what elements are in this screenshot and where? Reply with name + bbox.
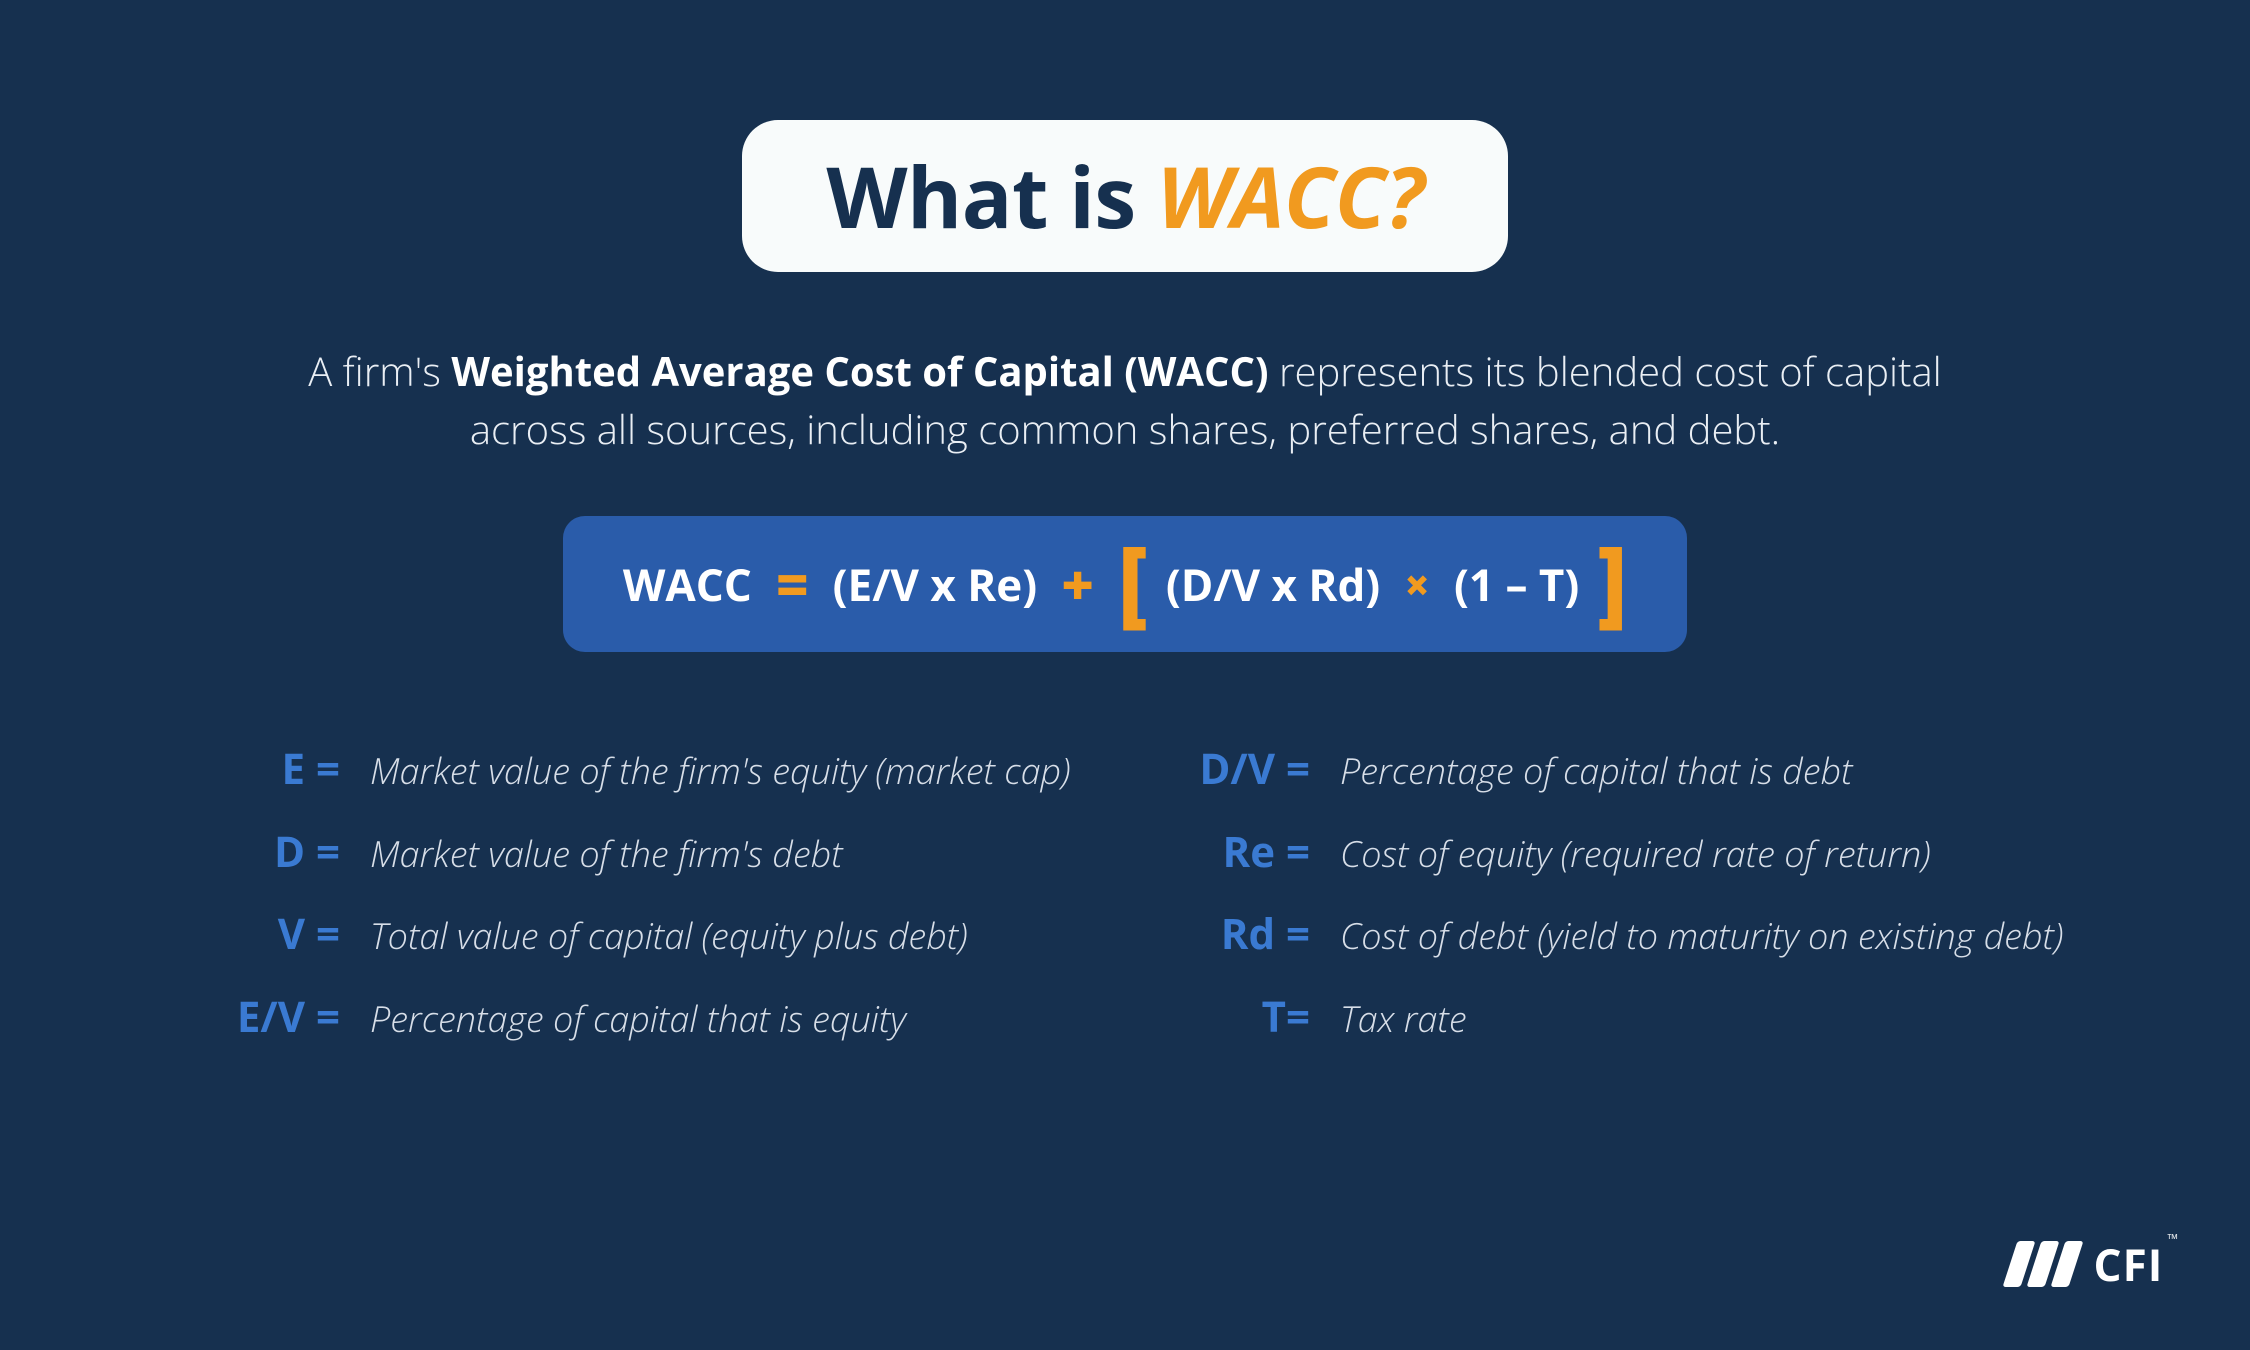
formula-right-bracket-icon: ] [1597,552,1627,607]
legend-symbol: Re = [1140,825,1340,880]
title-pill: What is WACC? [742,120,1507,272]
formula-term3: (1 – T) [1454,554,1579,614]
title-plain: What is [826,138,1157,253]
brand-trademark: ™ [2167,1230,2178,1249]
legend-symbol: E = [170,742,370,797]
legend-row: V = Total value of capital (equity plus … [170,907,1110,962]
formula-term1: (E/V x Re) [833,554,1038,614]
formula-left-bracket-icon: [ [1118,552,1148,607]
brand-stripes-icon [2010,1241,2076,1287]
legend-symbol: D/V = [1140,742,1340,797]
legend-definition: Percentage of capital that is equity [370,990,1110,1044]
description-bold: Weighted Average Cost of Capital (WACC) [451,343,1268,398]
legend-definition: Cost of equity (required rate of return) [1340,825,2080,879]
legend-symbol: V = [170,907,370,962]
legend-definition: Market value of the firm's equity (marke… [370,742,1110,796]
description-pre: A firm's [308,343,451,398]
legend-row: D = Market value of the firm's debt [170,825,1110,880]
formula-bar: WACC = (E/V x Re) + [ (D/V x Rd) × (1 – … [563,516,1687,652]
page-title: What is WACC? [826,154,1423,238]
formula-lhs: WACC [623,554,752,614]
brand-text: CFI [2094,1234,2164,1294]
legend-definition: Percentage of capital that is debt [1340,742,2080,796]
legend-symbol: D = [170,825,370,880]
legend-col-right: D/V = Percentage of capital that is debt… [1140,742,2080,1044]
formula-equals-icon: = [776,546,809,622]
legend-row: D/V = Percentage of capital that is debt [1140,742,2080,797]
legend-definition: Tax rate [1340,990,2080,1044]
formula-plus-icon: + [1061,546,1094,622]
brand-text-wrap: CFI™ [2094,1234,2178,1294]
description: A firm's Weighted Average Cost of Capita… [265,342,1985,458]
title-accent: WACC? [1157,138,1424,253]
legend-symbol: T= [1140,990,1340,1045]
formula-term2: (D/V x Rd) [1166,554,1380,614]
legend-row: T= Tax rate [1140,990,2080,1045]
legend-row: Re = Cost of equity (required rate of re… [1140,825,2080,880]
legend-symbol: Rd = [1140,907,1340,962]
legend-definition: Total value of capital (equity plus debt… [370,907,1110,961]
brand-logo: CFI™ [2010,1234,2178,1294]
legend-row: E = Market value of the firm's equity (m… [170,742,1110,797]
formula-multiply-icon: × [1404,554,1430,614]
legend-symbol: E/V = [170,990,370,1045]
legend-row: E/V = Percentage of capital that is equi… [170,990,1110,1045]
infographic-page: What is WACC? A firm's Weighted Average … [0,0,2250,1350]
legend-grid: E = Market value of the firm's equity (m… [170,742,2080,1044]
legend-definition: Market value of the firm's debt [370,825,1110,879]
legend-row: Rd = Cost of debt (yield to maturity on … [1140,907,2080,962]
legend-definition: Cost of debt (yield to maturity on exist… [1340,907,2080,961]
legend-col-left: E = Market value of the firm's equity (m… [170,742,1110,1044]
